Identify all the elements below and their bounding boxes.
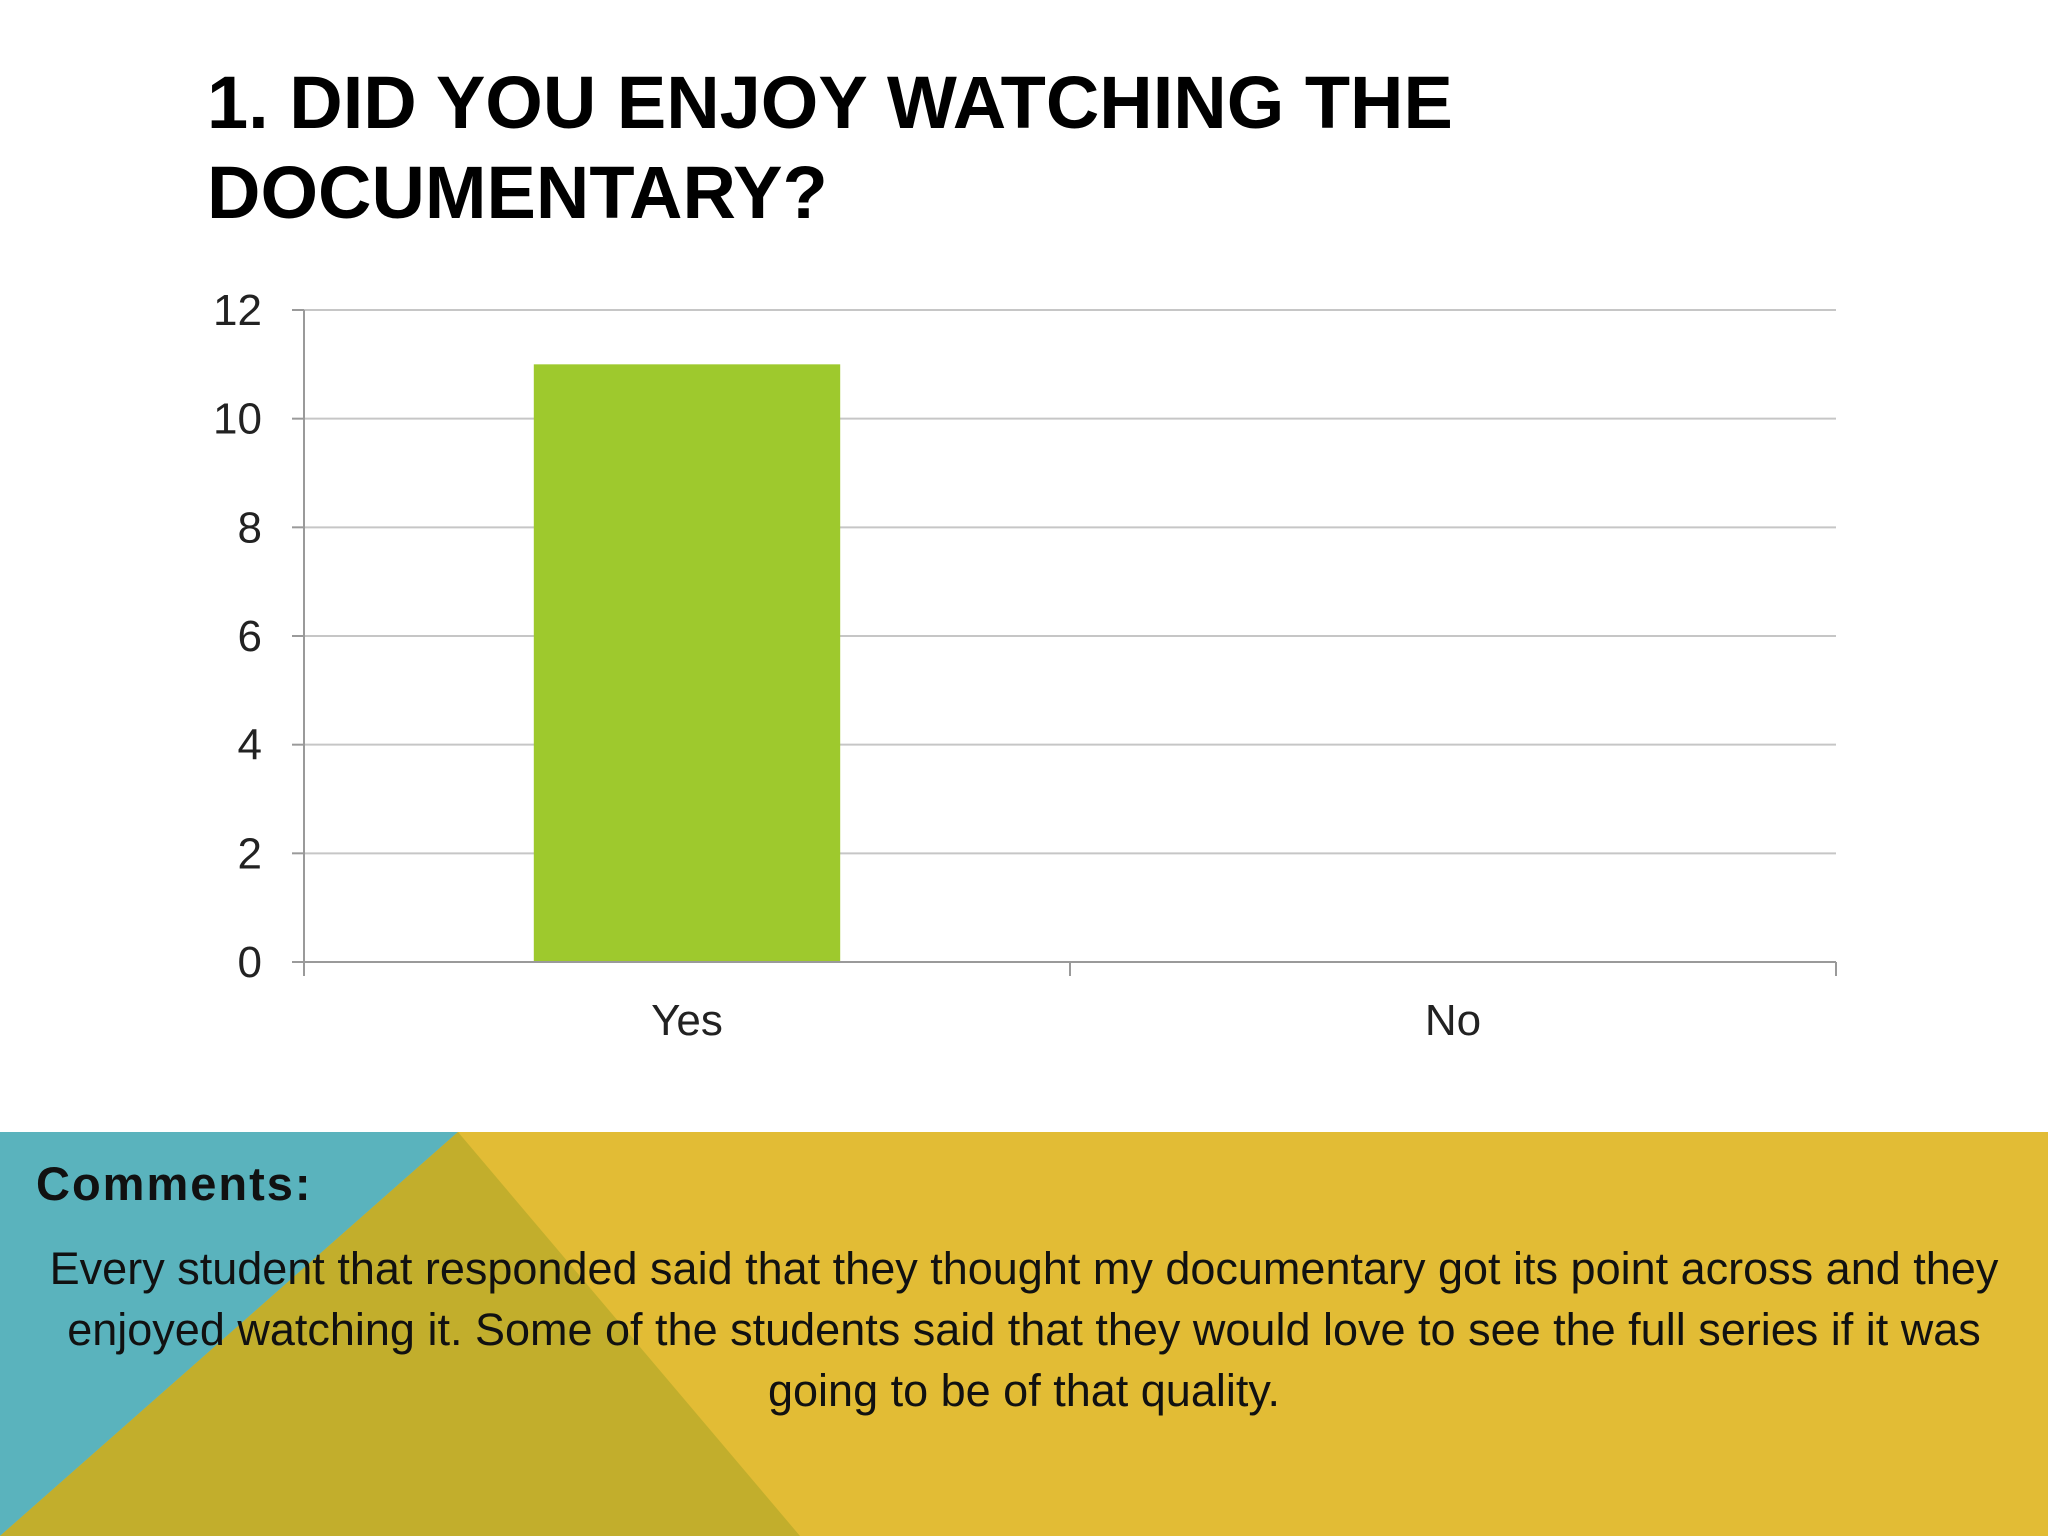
bar-yes xyxy=(533,364,841,962)
y-tick-label: 2 xyxy=(238,829,262,878)
comments-background xyxy=(0,1132,2048,1536)
comments-panel: Comments: Every student that responded s… xyxy=(0,1132,2048,1536)
comments-text: Every student that responded said that t… xyxy=(49,1243,1999,1416)
slide-title-line-2: DOCUMENTARY? xyxy=(207,151,828,234)
slide-title: 1. DID YOU ENJOY WATCHING THE DOCUMENTAR… xyxy=(207,58,1707,238)
comments-label: Comments: xyxy=(36,1157,313,1210)
y-tick-label: 8 xyxy=(238,503,262,552)
slide-title-line-1: 1. DID YOU ENJOY WATCHING THE xyxy=(207,61,1453,144)
y-tick-label: 12 xyxy=(213,286,262,335)
background-olive-shape xyxy=(0,1132,800,1536)
bar-chart: 0 2 4 6 8 10 12 Yes No xyxy=(213,286,1837,1045)
x-tick-label: Yes xyxy=(651,996,723,1045)
y-tick-label: 0 xyxy=(238,938,262,987)
x-tick-label: No xyxy=(1425,996,1481,1045)
y-tick-label: 4 xyxy=(238,721,262,770)
y-tick-label: 6 xyxy=(238,612,262,661)
y-tick-label: 10 xyxy=(213,395,262,444)
